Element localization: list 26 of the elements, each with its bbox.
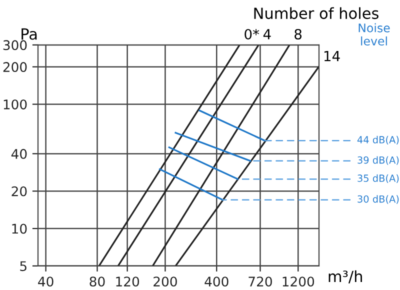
y-axis-title: Pa [22, 28, 37, 40]
y-tick-label: 100 [4, 99, 27, 110]
series-label: 0* [244, 28, 260, 40]
y-tick-label: 200 [3, 62, 27, 72]
x-tick-label: 40 [38, 276, 54, 287]
y-tick-label: 300 [3, 40, 27, 50]
series-label: 4 [263, 29, 271, 40]
annotation: 39 dB(A) [358, 156, 399, 165]
x-tick-label: 720 [248, 276, 272, 287]
y-tick-label: 40 [11, 148, 27, 159]
series-label: 14 [324, 51, 340, 62]
x-tick-label: 80 [90, 276, 105, 287]
annotation: 35 dB(A) [358, 174, 399, 184]
x-axis-title: m³/h [328, 270, 362, 284]
x-tick-label: 200 [154, 276, 177, 287]
x-tick-label: 400 [204, 276, 228, 287]
y-tick-label: 5 [20, 261, 26, 272]
y-tick-label: 20 [12, 186, 27, 196]
series-label: 8 [294, 28, 302, 40]
x-tick-label: 1200 [282, 276, 314, 287]
text: Number of holes [254, 7, 378, 20]
y-tick-label: 10 [12, 224, 27, 234]
annotation: 30 dB(A) [358, 195, 399, 204]
text: Noise level [358, 23, 390, 46]
x-tick-label: 120 [116, 276, 140, 287]
annotation: 44 dB(A) [357, 136, 399, 145]
